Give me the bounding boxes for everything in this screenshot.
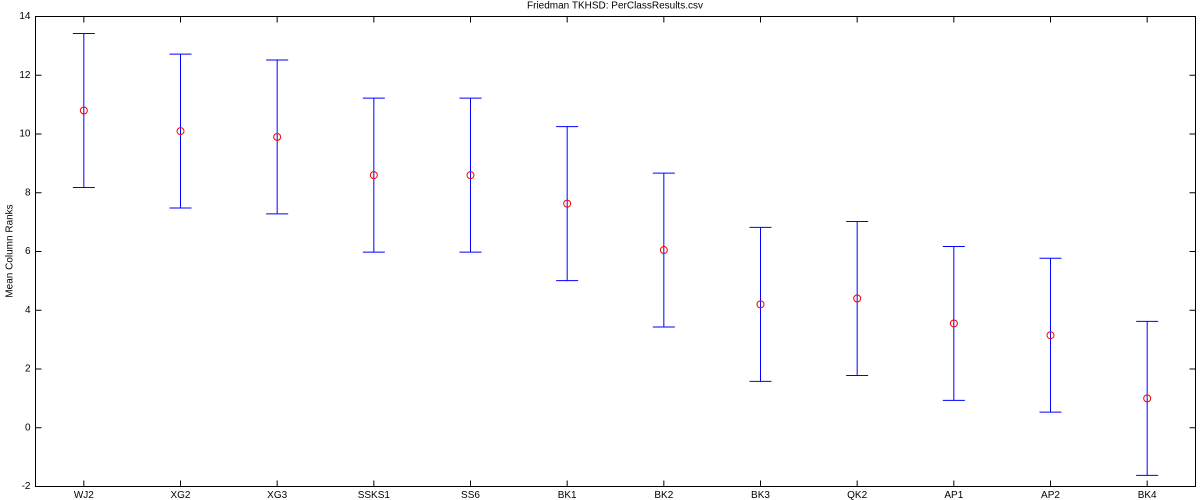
- y-tick-label: 6: [25, 246, 31, 257]
- mean-marker: [176, 127, 185, 136]
- error-bar: [556, 126, 579, 282]
- mean-marker: [659, 246, 668, 255]
- error-bar: [1039, 257, 1062, 413]
- error-bar: [749, 226, 772, 382]
- mean-marker: [369, 171, 378, 180]
- error-bar: [846, 221, 869, 376]
- x-tick-label: BK4: [1138, 490, 1157, 500]
- mean-marker: [466, 171, 475, 180]
- x-tick-label: BK2: [654, 490, 673, 500]
- error-bar: [72, 33, 95, 188]
- mean-marker: [1046, 331, 1055, 340]
- mean-marker: [756, 300, 765, 309]
- plot-frame: [35, 16, 1196, 487]
- y-axis-label: Mean Column Ranks: [5, 204, 16, 297]
- error-bar: [459, 97, 482, 253]
- x-tick-label: BK1: [558, 490, 577, 500]
- mean-marker: [853, 294, 862, 303]
- y-tick-label: 10: [19, 129, 31, 140]
- error-bar: [652, 172, 675, 328]
- y-tick-label: 12: [19, 70, 31, 81]
- error-bar: [942, 246, 965, 401]
- mean-marker: [273, 132, 282, 141]
- error-bar: [169, 53, 192, 209]
- y-tick-label: 2: [25, 364, 31, 375]
- x-tick-label: XG3: [267, 490, 287, 500]
- mean-marker: [563, 199, 572, 208]
- y-tick-label: 8: [25, 187, 31, 198]
- y-tick-label: 14: [19, 11, 31, 22]
- x-tick-label: SS6: [461, 490, 480, 500]
- mean-marker: [949, 319, 958, 328]
- chart-title: Friedman TKHSD: PerClassResults.csv: [527, 1, 703, 12]
- x-tick-label: AP1: [944, 490, 963, 500]
- y-tick-label: 4: [25, 305, 31, 316]
- x-tick-label: QK2: [847, 490, 867, 500]
- mean-marker: [79, 106, 88, 115]
- x-tick-label: WJ2: [74, 490, 94, 500]
- x-tick-label: AP2: [1041, 490, 1060, 500]
- x-tick-label: XG2: [170, 490, 190, 500]
- error-bar: [1136, 320, 1159, 476]
- mean-marker: [1143, 394, 1152, 403]
- y-tick-label: -2: [22, 481, 31, 492]
- x-tick-label: BK3: [751, 490, 770, 500]
- error-bar: [362, 97, 385, 253]
- x-tick-label: SSKS1: [358, 490, 391, 500]
- y-tick-label: 0: [25, 422, 31, 433]
- error-bar: [266, 59, 289, 215]
